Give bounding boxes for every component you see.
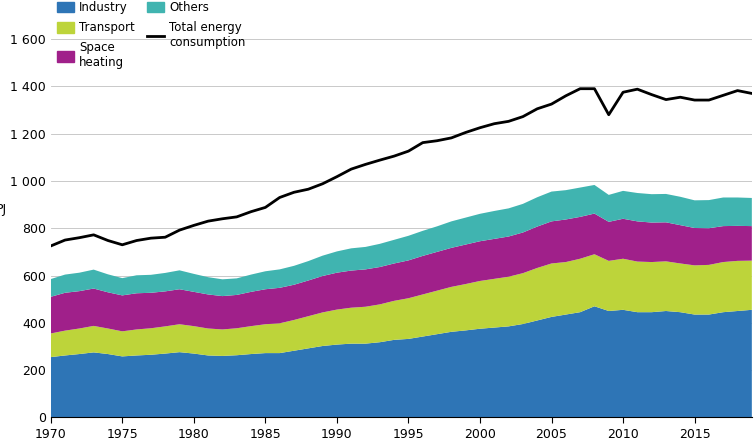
- Y-axis label: PJ: PJ: [0, 203, 8, 216]
- Legend: Industry, Transport, Space
heating, Others, Total energy
consumption: Industry, Transport, Space heating, Othe…: [57, 1, 246, 69]
